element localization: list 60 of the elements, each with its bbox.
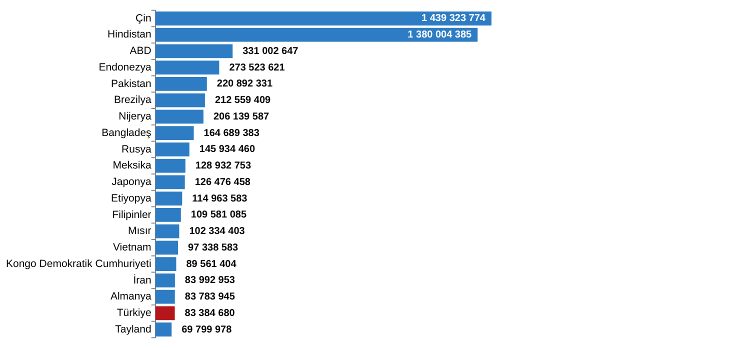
data-label: 89 561 404 [186, 258, 237, 270]
data-label: 69 799 978 [182, 324, 232, 336]
bar [155, 290, 175, 304]
bar [155, 110, 204, 124]
bar [155, 257, 176, 271]
y-tick-label: ABD [130, 45, 152, 58]
data-label: 83 384 680 [184, 308, 236, 319]
data-label: 273 523 621 [229, 62, 286, 74]
y-tick-label: Pakistan [111, 78, 152, 90]
data-label: 212 559 409 [214, 95, 271, 106]
y-tick-label: Çin [136, 12, 152, 24]
data-label: 1 380 004 385 [408, 30, 472, 41]
y-tick-label: Almanya [110, 290, 152, 303]
bar [155, 60, 220, 75]
bar [155, 93, 205, 108]
y-tick-label: Etiyopya [111, 192, 152, 204]
data-label: 128 932 753 [195, 160, 252, 172]
y-tick-label: Bangladeş [102, 126, 152, 139]
bar [155, 208, 181, 222]
bar [155, 158, 186, 173]
y-tick-label: Nijerya [118, 110, 152, 123]
bar [155, 44, 233, 58]
y-tick-label: Hindistan [108, 28, 152, 41]
y-tick-label: Meksika [112, 160, 152, 172]
data-label: 1 439 323 774 [422, 13, 486, 24]
data-label: 331 002 647 [242, 46, 299, 57]
y-tick-label: Rusya [122, 143, 152, 156]
y-tick-label: Filipinler [112, 208, 152, 221]
bar [155, 306, 175, 320]
data-label: 114 963 583 [192, 193, 248, 204]
bar [155, 322, 172, 336]
data-label: 145 934 460 [199, 144, 256, 156]
y-tick-label: İran [133, 273, 152, 286]
data-label: 206 139 587 [213, 111, 270, 122]
bar [155, 240, 178, 255]
y-tick-label: Endonezya [98, 61, 152, 74]
y-tick-label: Brezilya [114, 94, 152, 106]
bar [155, 77, 207, 91]
y-tick-label: Tayland [115, 323, 152, 336]
bar [155, 175, 185, 190]
bar [155, 192, 182, 206]
bar [155, 28, 478, 42]
y-tick-label: Japonya [112, 176, 152, 188]
data-label: 102 334 403 [189, 226, 246, 238]
bar [155, 12, 492, 26]
data-label: 97 338 583 [188, 242, 239, 254]
y-tick-label: Türkiye [116, 307, 152, 320]
bar [155, 273, 175, 288]
data-label: 109 581 085 [190, 210, 247, 221]
data-label: 220 892 331 [216, 78, 273, 90]
data-label: 126 476 458 [194, 176, 251, 188]
data-label: 83 783 945 [184, 292, 236, 303]
bar [155, 224, 180, 238]
y-tick-label: Mısır [128, 225, 152, 238]
data-label: 83 992 953 [184, 275, 236, 286]
bar [155, 126, 194, 140]
data-label: 164 689 383 [204, 128, 260, 139]
y-tick-label: Kongo Demokratik Cumhuriyeti [6, 258, 152, 270]
bar [155, 142, 190, 156]
y-tick-label: Vietnam [112, 242, 152, 254]
